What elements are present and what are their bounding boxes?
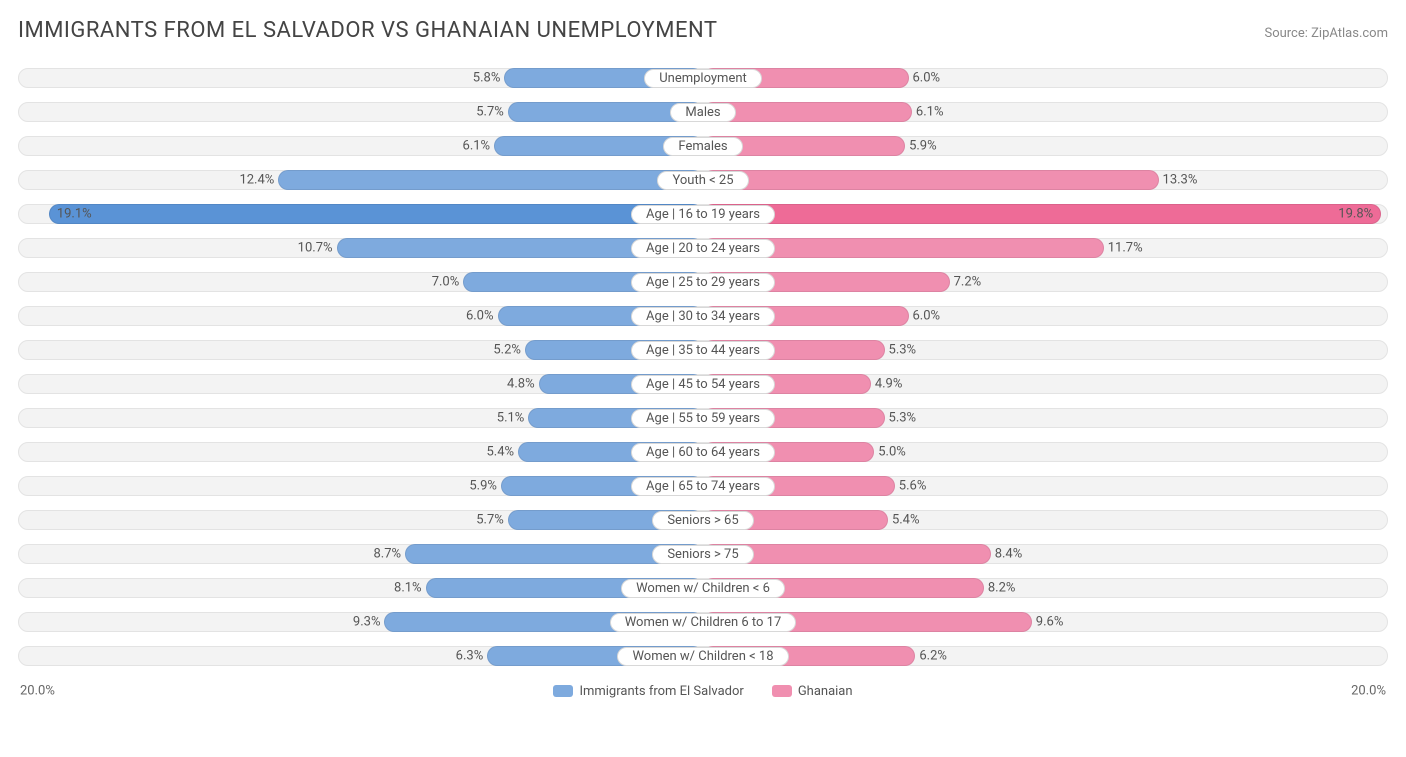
category-label: Unemployment — [644, 69, 762, 88]
category-label: Age | 30 to 34 years — [631, 307, 775, 326]
value-left: 6.3% — [456, 649, 484, 664]
value-left: 7.0% — [432, 275, 460, 290]
value-right: 13.3% — [1163, 173, 1198, 188]
value-left: 8.7% — [373, 547, 401, 562]
legend-item-left: Immigrants from El Salvador — [553, 684, 743, 699]
chart-row: 6.0% 6.0% Age | 30 to 34 years — [18, 299, 1388, 333]
chart-row: 12.4% 13.3% Youth < 25 — [18, 163, 1388, 197]
value-right: 5.6% — [899, 479, 927, 494]
legend-label: Ghanaian — [798, 684, 853, 699]
value-right: 9.6% — [1036, 615, 1064, 630]
category-label: Age | 60 to 64 years — [631, 443, 775, 462]
chart-row: 6.1% 5.9% Females — [18, 129, 1388, 163]
category-label: Age | 25 to 29 years — [631, 273, 775, 292]
chart-row: 10.7% 11.7% Age | 20 to 24 years — [18, 231, 1388, 265]
value-right: 19.8% — [1338, 207, 1373, 222]
legend-swatch — [553, 685, 573, 697]
value-right: 5.9% — [909, 139, 937, 154]
chart-row: 6.3% 6.2% Women w/ Children < 18 — [18, 639, 1388, 673]
chart-row: 5.2% 5.3% Age | 35 to 44 years — [18, 333, 1388, 367]
header: IMMIGRANTS FROM EL SALVADOR VS GHANAIAN … — [18, 18, 1388, 43]
chart-row: 5.7% 6.1% Males — [18, 95, 1388, 129]
category-label: Youth < 25 — [657, 171, 748, 190]
source-label: Source: ZipAtlas.com — [1264, 26, 1388, 41]
chart-row: 5.8% 6.0% Unemployment — [18, 61, 1388, 95]
value-left: 5.2% — [493, 343, 521, 358]
value-left: 12.4% — [239, 173, 274, 188]
bar-right — [703, 170, 1159, 190]
value-right: 5.3% — [889, 411, 917, 426]
category-label: Seniors > 75 — [652, 545, 753, 564]
category-label: Age | 55 to 59 years — [631, 409, 775, 428]
value-right: 6.2% — [919, 649, 947, 664]
chart-row: 5.1% 5.3% Age | 55 to 59 years — [18, 401, 1388, 435]
category-label: Age | 16 to 19 years — [631, 205, 775, 224]
value-left: 9.3% — [353, 615, 381, 630]
category-label: Women w/ Children < 18 — [617, 647, 788, 666]
value-right: 5.4% — [892, 513, 920, 528]
value-right: 8.2% — [988, 581, 1016, 596]
value-left: 5.9% — [469, 479, 497, 494]
value-left: 5.8% — [473, 71, 501, 86]
legend-item-right: Ghanaian — [772, 684, 853, 699]
legend-row: 20.0% 20.0% Immigrants from El Salvador Gha… — [18, 673, 1388, 709]
value-right: 5.3% — [889, 343, 917, 358]
value-right: 6.1% — [916, 105, 944, 120]
value-left: 10.7% — [298, 241, 333, 256]
category-label: Seniors > 65 — [652, 511, 753, 530]
bar-left — [278, 170, 703, 190]
chart-row: 5.9% 5.6% Age | 65 to 74 years — [18, 469, 1388, 503]
value-left: 5.4% — [487, 445, 515, 460]
bar-right — [703, 204, 1381, 224]
value-left: 6.1% — [463, 139, 491, 154]
value-left: 19.1% — [57, 207, 92, 222]
value-right: 11.7% — [1108, 241, 1143, 256]
category-label: Males — [670, 103, 735, 122]
chart-title: IMMIGRANTS FROM EL SALVADOR VS GHANAIAN … — [18, 18, 717, 43]
chart-row: 8.7% 8.4% Seniors > 75 — [18, 537, 1388, 571]
value-left: 5.1% — [497, 411, 525, 426]
value-right: 5.0% — [878, 445, 906, 460]
value-right: 6.0% — [913, 71, 941, 86]
category-label: Women w/ Children < 6 — [621, 579, 785, 598]
value-left: 6.0% — [466, 309, 494, 324]
category-label: Women w/ Children 6 to 17 — [610, 613, 797, 632]
axis-max-left: 20.0% — [20, 684, 55, 699]
chart-row: 7.0% 7.2% Age | 25 to 29 years — [18, 265, 1388, 299]
value-left: 5.7% — [476, 513, 504, 528]
axis-max-right: 20.0% — [1351, 684, 1386, 699]
category-label: Age | 35 to 44 years — [631, 341, 775, 360]
value-right: 6.0% — [913, 309, 941, 324]
chart-container: IMMIGRANTS FROM EL SALVADOR VS GHANAIAN … — [0, 0, 1406, 757]
chart-row: 9.3% 9.6% Women w/ Children 6 to 17 — [18, 605, 1388, 639]
chart-row: 5.7% 5.4% Seniors > 65 — [18, 503, 1388, 537]
value-right: 7.2% — [954, 275, 982, 290]
value-left: 8.1% — [394, 581, 422, 596]
category-label: Age | 45 to 54 years — [631, 375, 775, 394]
chart-row: 4.8% 4.9% Age | 45 to 54 years — [18, 367, 1388, 401]
chart-row: 8.1% 8.2% Women w/ Children < 6 — [18, 571, 1388, 605]
bar-left — [49, 204, 703, 224]
value-left: 4.8% — [507, 377, 535, 392]
category-label: Age | 65 to 74 years — [631, 477, 775, 496]
chart-row: 19.1% 19.8% Age | 16 to 19 years — [18, 197, 1388, 231]
value-right: 8.4% — [995, 547, 1023, 562]
chart-area: 5.8% 6.0% Unemployment 5.7% 6.1% Males 6.1% 5.9… — [18, 61, 1388, 711]
category-label: Age | 20 to 24 years — [631, 239, 775, 258]
legend-swatch — [772, 685, 792, 697]
legend-label: Immigrants from El Salvador — [579, 684, 743, 699]
chart-row: 5.4% 5.0% Age | 60 to 64 years — [18, 435, 1388, 469]
value-left: 5.7% — [476, 105, 504, 120]
category-label: Females — [663, 137, 742, 156]
value-right: 4.9% — [875, 377, 903, 392]
